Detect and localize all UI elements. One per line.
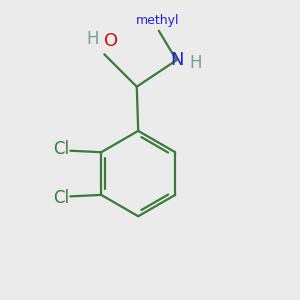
Text: Cl: Cl <box>53 189 69 207</box>
Text: N: N <box>170 51 183 69</box>
Text: H: H <box>86 30 98 48</box>
Text: O: O <box>104 32 118 50</box>
Text: H: H <box>190 53 202 71</box>
Text: Cl: Cl <box>53 140 69 158</box>
Text: methyl: methyl <box>136 14 179 27</box>
